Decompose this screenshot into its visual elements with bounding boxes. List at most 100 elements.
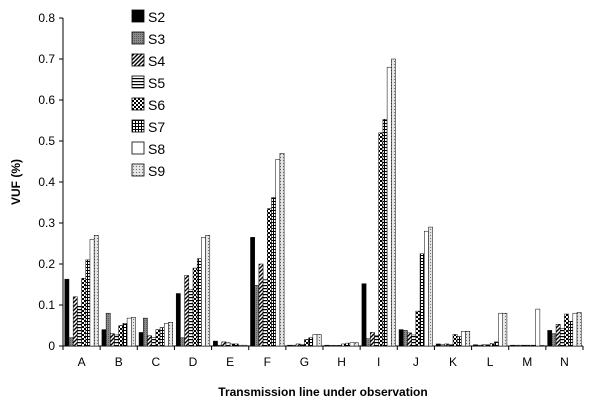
bar-s6-e (229, 343, 235, 347)
legend-swatch-s3 (131, 31, 145, 45)
bar-s4-n (555, 324, 561, 347)
x-tick-label: A (78, 355, 86, 369)
bar-s4-g (295, 343, 301, 347)
legend-swatch-s6 (131, 97, 145, 111)
bar-s3-g (291, 344, 297, 347)
bar-s3-m (514, 344, 520, 347)
bar-s3-j (403, 330, 408, 347)
y-tick-label: 0.5 (38, 134, 55, 148)
bar-s6-m (527, 344, 532, 347)
x-tick-label: E (226, 355, 234, 369)
x-tick-label: J (413, 355, 419, 369)
bar-s6-h (341, 343, 347, 347)
bar-s4-l (481, 344, 487, 347)
y-tick-label: 0.4 (38, 175, 55, 189)
legend-label-s8: S8 (148, 141, 165, 157)
x-tick-label: C (152, 355, 161, 369)
legend-swatch-s4 (131, 53, 145, 67)
bar-s6-b (118, 325, 124, 347)
bar-s8-i (386, 66, 392, 347)
bar-s9-e (242, 344, 248, 347)
legend-swatch-s7 (131, 119, 145, 133)
legend-swatch-s9 (131, 163, 145, 177)
bar-s4-a (72, 296, 78, 347)
bar-s6-n (564, 313, 569, 347)
x-tick-label: I (377, 355, 380, 369)
bar-s5-j (411, 334, 417, 347)
legend-label-s3: S3 (148, 31, 165, 47)
bar-s7-j (419, 253, 425, 347)
bar-s9-c (168, 321, 173, 347)
bar-s8-n (572, 312, 578, 347)
y-tick-label: 0.2 (38, 257, 55, 271)
bar-s9-a (93, 235, 99, 347)
y-tick-label: 0.7 (38, 52, 55, 66)
bar-s8-f (275, 159, 281, 347)
bar-s2-b (101, 329, 107, 347)
bar-s7-n (568, 321, 574, 347)
bar-s4-f (258, 263, 264, 347)
bar-s4-m (518, 344, 524, 347)
y-tick-label: 0.1 (38, 298, 55, 312)
bar-s7-m (531, 344, 536, 347)
bar-s6-f (267, 208, 272, 347)
bar-s5-i (374, 335, 379, 347)
bar-s5-f (262, 279, 268, 347)
legend-label-s5: S5 (148, 75, 165, 91)
bar-s7-e (234, 343, 239, 347)
legend-label-s7: S7 (148, 119, 165, 135)
bar-s6-j (415, 310, 421, 347)
bar-s7-b (122, 323, 128, 347)
bar-s6-k (452, 334, 458, 347)
bar-s2-i (361, 283, 367, 347)
x-tick-label: G (300, 355, 309, 369)
bar-s9-d (205, 235, 211, 347)
bar-s2-g (287, 344, 293, 347)
x-tick-label: D (189, 355, 198, 369)
bar-s2-a (64, 278, 70, 347)
bar-s8-l (498, 312, 503, 347)
bar-s9-f (279, 153, 285, 347)
bar-s9-j (428, 226, 433, 347)
bar-s5-d (188, 289, 194, 347)
bar-s4-i (370, 332, 375, 347)
y-tick-label: 0.6 (38, 93, 55, 107)
bar-s3-h (328, 345, 334, 347)
bar-s5-b (114, 334, 119, 347)
bar-s2-d (175, 293, 181, 347)
bar-s8-d (201, 237, 206, 347)
bar-s9-n (576, 312, 582, 347)
axes (59, 17, 584, 350)
bar-s8-a (89, 239, 95, 347)
bar-s4-e (221, 341, 227, 347)
x-axis-title: Transmission line under observation (218, 385, 427, 399)
bar-s4-j (407, 332, 412, 347)
bar-s2-h (324, 344, 330, 347)
legend-swatch-s8 (131, 141, 145, 155)
x-tick-label: H (337, 355, 346, 369)
bar-s8-c (164, 323, 169, 347)
bar-s9-h (353, 342, 359, 347)
bar-s7-k (456, 336, 462, 347)
bar-s5-m (522, 344, 528, 347)
bar-s3-k (440, 344, 445, 347)
bar-s8-b (126, 317, 132, 347)
bar-s8-e (238, 344, 243, 347)
legend-label-s4: S4 (148, 53, 165, 69)
bar-s6-i (378, 132, 384, 347)
bar-s7-l (494, 341, 499, 347)
bar-s3-e (217, 344, 222, 347)
bar-s8-k (461, 330, 466, 347)
bar-s9-m (539, 345, 545, 347)
bar-s6-g (304, 339, 309, 347)
bar-s7-f (271, 197, 276, 347)
legend-swatch-s5 (131, 75, 145, 89)
bar-s7-c (159, 327, 165, 347)
bar-s2-e (213, 340, 218, 347)
y-tick-label: 0 (48, 339, 55, 353)
bar-s5-c (151, 337, 157, 347)
y-axis-title: VUF (%) (9, 159, 23, 205)
legend-label-s9: S9 (148, 163, 165, 179)
bar-s9-l (502, 312, 508, 347)
